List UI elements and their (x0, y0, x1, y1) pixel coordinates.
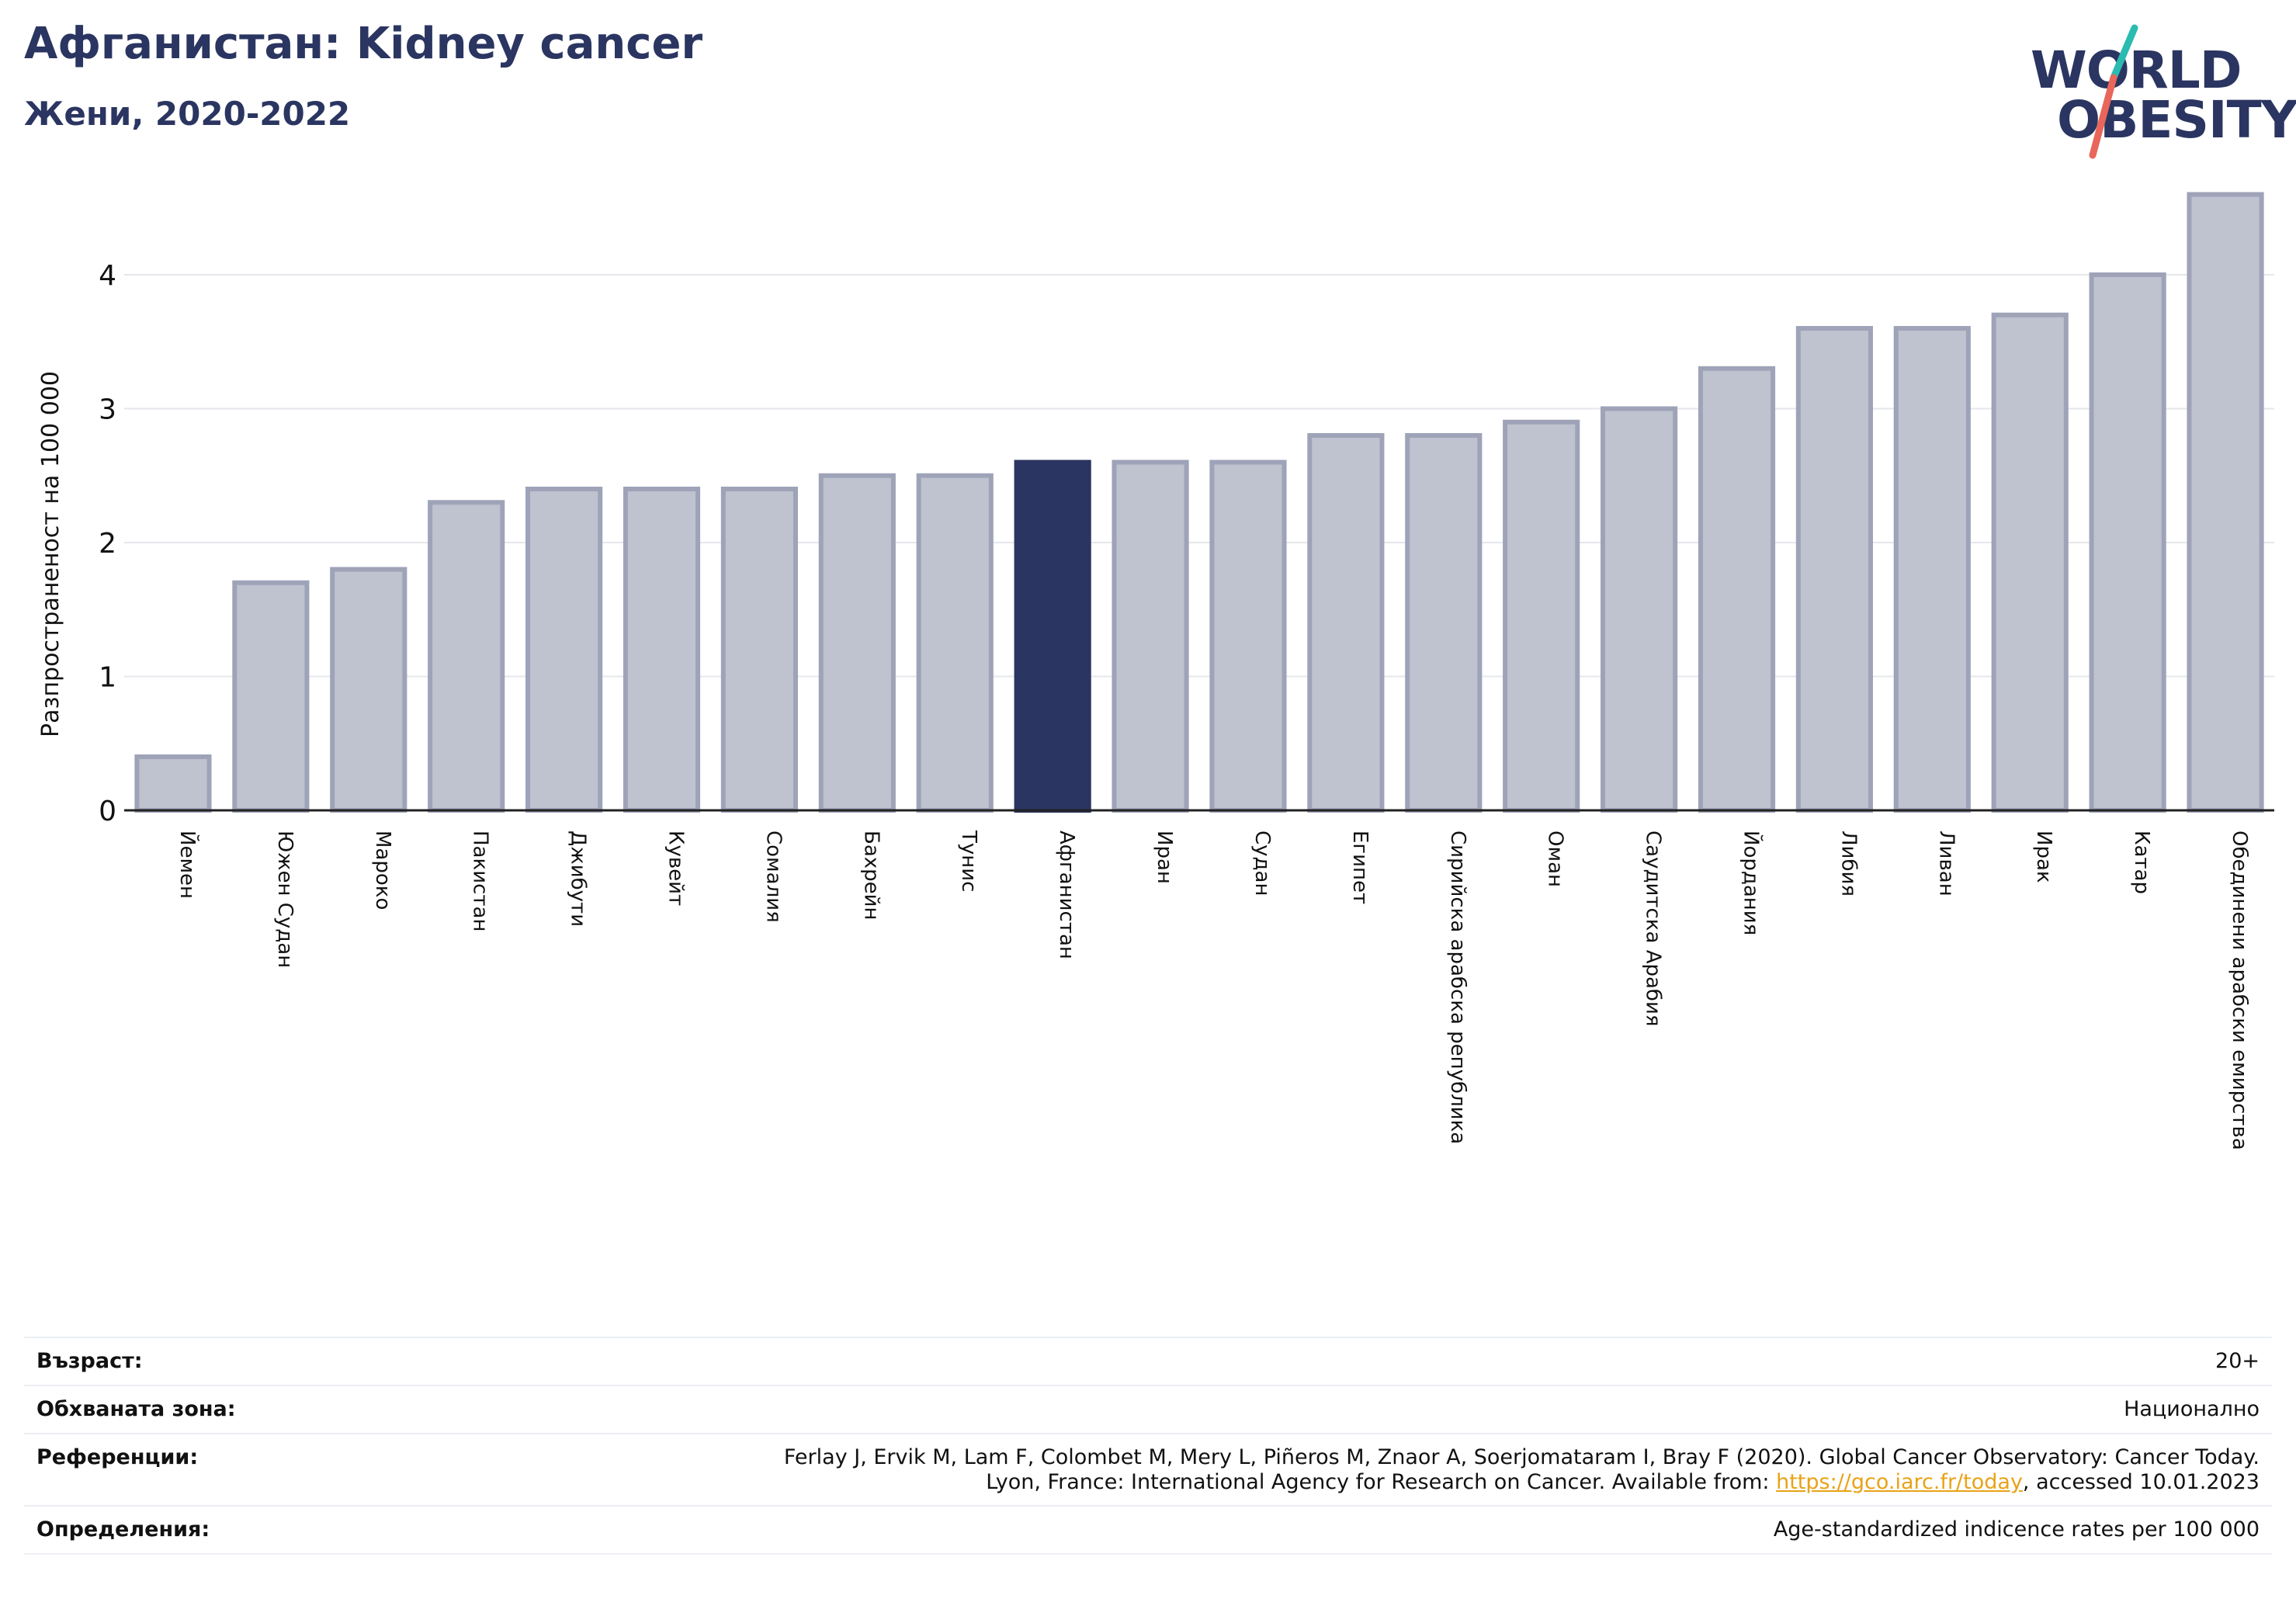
logo-line1: WORLD (2031, 40, 2242, 100)
references-line1: Ferlay J, Ervik M, Lam F, Colombet M, Me… (783, 1444, 2260, 1469)
x-tick-label: Мароко (371, 831, 394, 910)
bar (232, 580, 310, 813)
x-tick-label: Южен Судан (273, 831, 297, 968)
logo-slash-icon (2089, 24, 2138, 159)
bar (623, 487, 701, 813)
y-tick-label: 3 (99, 394, 116, 426)
bar (525, 487, 603, 813)
coverage-value: Национално (375, 1384, 2272, 1434)
coverage-label: Обхваната зона: (24, 1384, 375, 1434)
definitions-value: Age-standardized indicence rates per 100… (375, 1505, 2272, 1555)
bar (1112, 460, 1189, 813)
x-tick-label: Египет (1348, 831, 1372, 904)
world-obesity-logo: WORLD OBESITY (2026, 22, 2296, 161)
bar (916, 473, 994, 813)
x-tick-label: Обединени арабски емирства (2228, 831, 2251, 1150)
x-tick-label: Либия (1836, 831, 1860, 896)
x-tick-label: Бахрейн (859, 831, 883, 921)
bar (2089, 272, 2166, 813)
y-axis-label: Разпространеност на 100 000 (37, 371, 64, 737)
bar (1307, 433, 1385, 813)
references-accessed: , accessed 10.01.2023 (2022, 1469, 2260, 1494)
bar (1601, 406, 1678, 813)
bar (134, 754, 212, 813)
x-tick-label: Кувейт (664, 831, 688, 906)
info-row-references: Референции: Ferlay J, Ervik M, Lam F, Co… (24, 1432, 2272, 1507)
definitions-label: Определения: (24, 1505, 375, 1555)
x-tick-label: Йемен (175, 831, 200, 899)
bar (1209, 460, 1287, 813)
y-tick-label: 2 (99, 528, 116, 560)
info-table: Възраст: 20+ Обхваната зона: Национално … (24, 1337, 2272, 1555)
bar (1698, 366, 1776, 813)
x-tick-label: Пакистан (469, 831, 492, 931)
info-row-coverage: Обхваната зона: Национално (24, 1384, 2272, 1434)
x-tick-label: Джибути (567, 831, 590, 927)
references-label: Референции: (24, 1432, 375, 1507)
x-tick-label: Сирийска арабска република (1446, 831, 1469, 1144)
bar (330, 567, 408, 813)
info-row-age: Възраст: 20+ (24, 1337, 2272, 1386)
x-tick-label: Судан (1250, 831, 1274, 896)
x-tick-label: Саудитска Арабия (1642, 831, 1665, 1026)
bar-chart: 0 1 2 3 4 Разпространеност на 100 000 Йемен Юже… (37, 192, 2274, 1150)
bar (1991, 312, 2069, 813)
y-tick-label: 0 (99, 796, 116, 827)
age-value: 20+ (375, 1337, 2272, 1386)
age-label: Възраст: (24, 1337, 375, 1386)
bar (1893, 326, 1971, 813)
references-value: Ferlay J, Ervik M, Lam F, Colombet M, Me… (375, 1432, 2272, 1507)
chart-title: Афганистан: Kidney cancer (24, 19, 703, 69)
x-tick-label: Йордания (1739, 831, 1764, 935)
references-line2: Lyon, France: International Agency for R… (986, 1469, 1777, 1494)
x-tick-label: Тунис (957, 830, 980, 892)
bar-highlighted (1014, 460, 1091, 813)
bar (1503, 419, 1580, 813)
x-tick-label: Оман (1544, 831, 1567, 887)
x-tick-label: Иран (1153, 831, 1176, 884)
chart-subtitle: Жени, 2020-2022 (24, 95, 351, 133)
info-row-definitions: Определения: Age-standardized indicence … (24, 1505, 2272, 1555)
x-tick-label: Афганистан (1055, 831, 1078, 959)
x-tick-label: Катар (2130, 831, 2153, 894)
bar (720, 487, 798, 813)
x-tick-label: Ливан (1934, 831, 1958, 896)
y-tick-label: 1 (99, 662, 116, 694)
bar (1795, 326, 1873, 813)
bar (2187, 192, 2264, 813)
bar (818, 473, 896, 813)
bar (1405, 433, 1483, 813)
x-tick-label: Ирак (2032, 831, 2055, 883)
x-tick-label: Сомалия (761, 831, 785, 923)
bar (428, 500, 505, 813)
references-link[interactable]: https://gco.iarc.fr/today (1776, 1469, 2023, 1494)
y-tick-label: 4 (99, 260, 116, 292)
